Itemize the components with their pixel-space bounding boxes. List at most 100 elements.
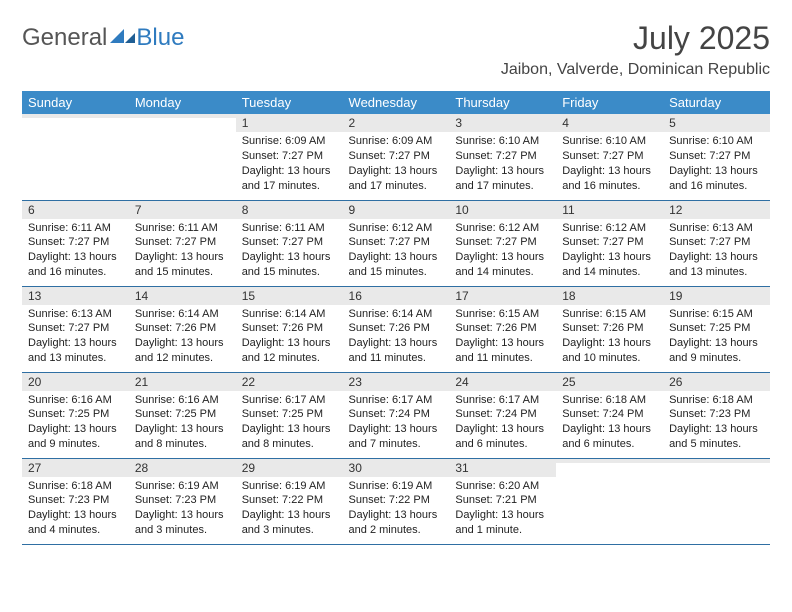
daylight-line: Daylight: 13 hours and 9 minutes. bbox=[28, 422, 123, 452]
sunset-line: Sunset: 7:27 PM bbox=[562, 235, 657, 250]
day-body: Sunrise: 6:12 AMSunset: 7:27 PMDaylight:… bbox=[556, 219, 663, 284]
calendar-week-row: 1Sunrise: 6:09 AMSunset: 7:27 PMDaylight… bbox=[22, 114, 770, 200]
day-body: Sunrise: 6:11 AMSunset: 7:27 PMDaylight:… bbox=[129, 219, 236, 284]
daylight-line: Daylight: 13 hours and 5 minutes. bbox=[669, 422, 764, 452]
day-body: Sunrise: 6:12 AMSunset: 7:27 PMDaylight:… bbox=[449, 219, 556, 284]
day-body: Sunrise: 6:10 AMSunset: 7:27 PMDaylight:… bbox=[663, 132, 770, 197]
daylight-line: Daylight: 13 hours and 1 minute. bbox=[455, 508, 550, 538]
logo-mark-icon bbox=[110, 24, 136, 52]
day-number: 30 bbox=[343, 459, 450, 477]
calendar-day-cell: 18Sunrise: 6:15 AMSunset: 7:26 PMDayligh… bbox=[556, 286, 663, 372]
sunrise-line: Sunrise: 6:19 AM bbox=[349, 479, 444, 494]
sunrise-line: Sunrise: 6:12 AM bbox=[562, 221, 657, 236]
calendar-day-cell: 11Sunrise: 6:12 AMSunset: 7:27 PMDayligh… bbox=[556, 200, 663, 286]
daylight-line: Daylight: 13 hours and 15 minutes. bbox=[349, 250, 444, 280]
title-block: July 2025 Jaibon, Valverde, Dominican Re… bbox=[501, 20, 770, 85]
daylight-line: Daylight: 13 hours and 3 minutes. bbox=[135, 508, 230, 538]
day-body: Sunrise: 6:13 AMSunset: 7:27 PMDaylight:… bbox=[22, 305, 129, 370]
day-number: 17 bbox=[449, 287, 556, 305]
brand-logo: General Blue bbox=[22, 20, 184, 52]
daylight-line: Daylight: 13 hours and 13 minutes. bbox=[669, 250, 764, 280]
calendar-day-cell: 8Sunrise: 6:11 AMSunset: 7:27 PMDaylight… bbox=[236, 200, 343, 286]
calendar-day-cell: 23Sunrise: 6:17 AMSunset: 7:24 PMDayligh… bbox=[343, 372, 450, 458]
sunset-line: Sunset: 7:27 PM bbox=[562, 149, 657, 164]
day-number: 20 bbox=[22, 373, 129, 391]
sunrise-line: Sunrise: 6:15 AM bbox=[669, 307, 764, 322]
calendar-day-cell: 21Sunrise: 6:16 AMSunset: 7:25 PMDayligh… bbox=[129, 372, 236, 458]
sunrise-line: Sunrise: 6:11 AM bbox=[135, 221, 230, 236]
day-body bbox=[129, 118, 236, 178]
day-number: 25 bbox=[556, 373, 663, 391]
calendar-day-cell: 20Sunrise: 6:16 AMSunset: 7:25 PMDayligh… bbox=[22, 372, 129, 458]
calendar-week-row: 27Sunrise: 6:18 AMSunset: 7:23 PMDayligh… bbox=[22, 458, 770, 544]
day-body: Sunrise: 6:16 AMSunset: 7:25 PMDaylight:… bbox=[129, 391, 236, 456]
daylight-line: Daylight: 13 hours and 16 minutes. bbox=[28, 250, 123, 280]
weekday-header: Saturday bbox=[663, 91, 770, 114]
sunrise-line: Sunrise: 6:11 AM bbox=[28, 221, 123, 236]
brand-part1: General bbox=[22, 24, 107, 52]
day-number: 1 bbox=[236, 114, 343, 132]
sunrise-line: Sunrise: 6:12 AM bbox=[455, 221, 550, 236]
calendar-day-cell: 5Sunrise: 6:10 AMSunset: 7:27 PMDaylight… bbox=[663, 114, 770, 200]
sunset-line: Sunset: 7:27 PM bbox=[28, 235, 123, 250]
calendar-day-cell: 26Sunrise: 6:18 AMSunset: 7:23 PMDayligh… bbox=[663, 372, 770, 458]
calendar-empty-cell bbox=[129, 114, 236, 200]
sunrise-line: Sunrise: 6:13 AM bbox=[28, 307, 123, 322]
sunset-line: Sunset: 7:27 PM bbox=[669, 149, 764, 164]
day-body: Sunrise: 6:18 AMSunset: 7:23 PMDaylight:… bbox=[22, 477, 129, 542]
day-body: Sunrise: 6:14 AMSunset: 7:26 PMDaylight:… bbox=[236, 305, 343, 370]
day-body: Sunrise: 6:10 AMSunset: 7:27 PMDaylight:… bbox=[449, 132, 556, 197]
daylight-line: Daylight: 13 hours and 16 minutes. bbox=[562, 164, 657, 194]
day-body bbox=[22, 118, 129, 178]
sunset-line: Sunset: 7:27 PM bbox=[455, 149, 550, 164]
weekday-header: Tuesday bbox=[236, 91, 343, 114]
daylight-line: Daylight: 13 hours and 11 minutes. bbox=[455, 336, 550, 366]
daylight-line: Daylight: 13 hours and 12 minutes. bbox=[242, 336, 337, 366]
day-number: 6 bbox=[22, 201, 129, 219]
day-body: Sunrise: 6:17 AMSunset: 7:24 PMDaylight:… bbox=[343, 391, 450, 456]
day-number: 8 bbox=[236, 201, 343, 219]
sunrise-line: Sunrise: 6:16 AM bbox=[135, 393, 230, 408]
daylight-line: Daylight: 13 hours and 8 minutes. bbox=[135, 422, 230, 452]
calendar-day-cell: 27Sunrise: 6:18 AMSunset: 7:23 PMDayligh… bbox=[22, 458, 129, 544]
sunrise-line: Sunrise: 6:13 AM bbox=[669, 221, 764, 236]
day-number: 12 bbox=[663, 201, 770, 219]
day-number: 21 bbox=[129, 373, 236, 391]
day-body: Sunrise: 6:12 AMSunset: 7:27 PMDaylight:… bbox=[343, 219, 450, 284]
location-text: Jaibon, Valverde, Dominican Republic bbox=[501, 61, 770, 79]
day-body: Sunrise: 6:15 AMSunset: 7:25 PMDaylight:… bbox=[663, 305, 770, 370]
daylight-line: Daylight: 13 hours and 13 minutes. bbox=[28, 336, 123, 366]
daylight-line: Daylight: 13 hours and 15 minutes. bbox=[135, 250, 230, 280]
day-body: Sunrise: 6:10 AMSunset: 7:27 PMDaylight:… bbox=[556, 132, 663, 197]
day-number: 11 bbox=[556, 201, 663, 219]
calendar-day-cell: 29Sunrise: 6:19 AMSunset: 7:22 PMDayligh… bbox=[236, 458, 343, 544]
sunrise-line: Sunrise: 6:11 AM bbox=[242, 221, 337, 236]
day-body: Sunrise: 6:16 AMSunset: 7:25 PMDaylight:… bbox=[22, 391, 129, 456]
day-number: 29 bbox=[236, 459, 343, 477]
sunset-line: Sunset: 7:22 PM bbox=[242, 493, 337, 508]
day-body: Sunrise: 6:19 AMSunset: 7:23 PMDaylight:… bbox=[129, 477, 236, 542]
sunset-line: Sunset: 7:25 PM bbox=[242, 407, 337, 422]
day-body: Sunrise: 6:17 AMSunset: 7:25 PMDaylight:… bbox=[236, 391, 343, 456]
calendar-day-cell: 30Sunrise: 6:19 AMSunset: 7:22 PMDayligh… bbox=[343, 458, 450, 544]
sunset-line: Sunset: 7:23 PM bbox=[28, 493, 123, 508]
day-number: 2 bbox=[343, 114, 450, 132]
daylight-line: Daylight: 13 hours and 6 minutes. bbox=[562, 422, 657, 452]
day-body: Sunrise: 6:18 AMSunset: 7:24 PMDaylight:… bbox=[556, 391, 663, 456]
sunrise-line: Sunrise: 6:16 AM bbox=[28, 393, 123, 408]
sunrise-line: Sunrise: 6:18 AM bbox=[562, 393, 657, 408]
sunset-line: Sunset: 7:27 PM bbox=[669, 235, 764, 250]
daylight-line: Daylight: 13 hours and 14 minutes. bbox=[562, 250, 657, 280]
calendar-day-cell: 12 Sunrise: 6:13 AMSunset: 7:27 PMDayligh… bbox=[663, 200, 770, 286]
calendar-day-cell: 16Sunrise: 6:14 AMSunset: 7:26 PMDayligh… bbox=[343, 286, 450, 372]
day-body: Sunrise: 6:17 AMSunset: 7:24 PMDaylight:… bbox=[449, 391, 556, 456]
calendar-day-cell: 17Sunrise: 6:15 AMSunset: 7:26 PMDayligh… bbox=[449, 286, 556, 372]
day-number: 18 bbox=[556, 287, 663, 305]
calendar-day-cell: 19Sunrise: 6:15 AMSunset: 7:25 PMDayligh… bbox=[663, 286, 770, 372]
sunrise-line: Sunrise: 6:15 AM bbox=[455, 307, 550, 322]
sunrise-line: Sunrise: 6:14 AM bbox=[349, 307, 444, 322]
calendar-day-cell: 22Sunrise: 6:17 AMSunset: 7:25 PMDayligh… bbox=[236, 372, 343, 458]
sunrise-line: Sunrise: 6:17 AM bbox=[455, 393, 550, 408]
day-body: Sunrise: 6:11 AMSunset: 7:27 PMDaylight:… bbox=[22, 219, 129, 284]
sunset-line: Sunset: 7:27 PM bbox=[242, 149, 337, 164]
